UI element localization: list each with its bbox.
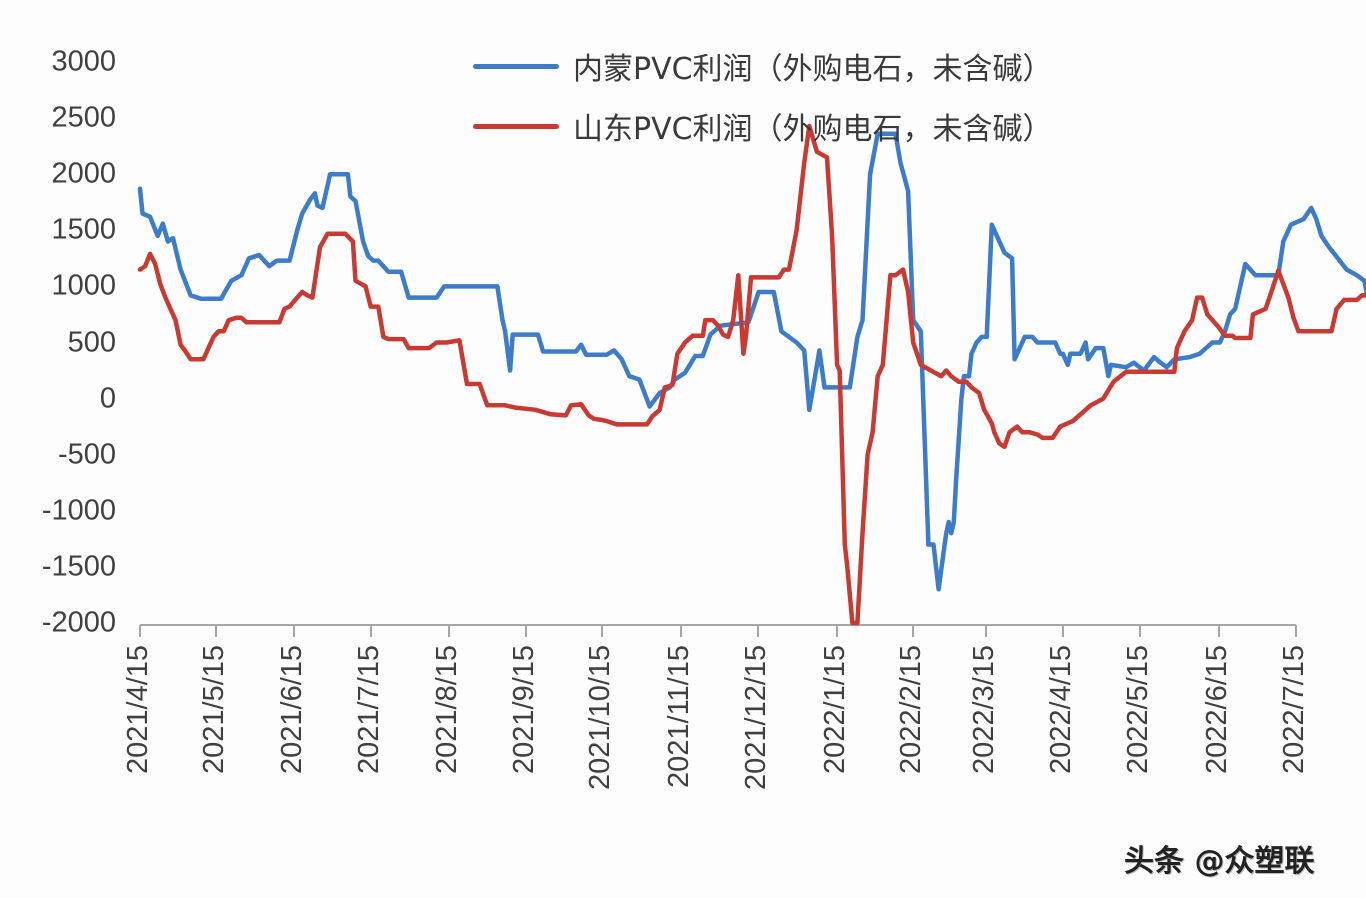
x-tick-label: 2022/1/15	[819, 645, 851, 775]
x-tick-label: 2021/6/15	[276, 645, 308, 775]
x-tick-label: 2022/3/15	[968, 645, 1000, 775]
y-tick-label: 1000	[51, 269, 116, 302]
legend-label: 山东PVC利润（外购电石，未含碱）	[573, 112, 1053, 147]
legend-swatch-blue	[473, 63, 559, 69]
y-tick-label: 2500	[51, 101, 116, 134]
y-tick-label: 3000	[51, 45, 116, 78]
x-tick-label: 2021/4/15	[122, 645, 154, 775]
x-tick-label: 2021/10/15	[584, 645, 616, 791]
series-lines	[137, 123, 1366, 626]
series-line-neimeng	[137, 131, 1366, 592]
x-tick-label: 2021/5/15	[198, 645, 230, 775]
x-tick-label: 2021/11/15	[663, 645, 695, 788]
legend-item-neimeng: 内蒙PVC利润（外购电石，未含碱）	[473, 44, 1053, 88]
y-tick-label: -1500	[41, 550, 116, 583]
x-tick-label: 2022/7/15	[1278, 645, 1310, 775]
x-tick-label: 2022/5/15	[1122, 645, 1154, 775]
x-tick-label: 2021/12/15	[740, 645, 772, 791]
x-axis-line	[139, 624, 1297, 637]
y-tick-label: 500	[67, 326, 116, 358]
x-tick-label: 2022/2/15	[895, 645, 927, 775]
x-tick-label: 2021/8/15	[431, 645, 463, 775]
legend-swatch-red	[473, 123, 559, 129]
y-tick-label: 2000	[51, 157, 116, 190]
x-tick-label: 2022/6/15	[1201, 645, 1233, 775]
x-tick-label: 2021/9/15	[508, 645, 540, 775]
watermark: 头条 @众塑联	[1124, 844, 1315, 879]
x-tick-label: 2022/4/15	[1045, 645, 1077, 775]
y-tick-label: 0	[99, 382, 116, 415]
series-line-shandong	[137, 123, 1366, 626]
y-tick-label: -1000	[41, 494, 116, 527]
y-tick-label: -2000	[41, 606, 116, 639]
y-tick-label: 1500	[51, 213, 116, 246]
legend-item-shandong: 山东PVC利润（外购电石，未含碱）	[473, 104, 1053, 148]
y-tick-label: -500	[57, 438, 116, 471]
x-tick-label: 2021/7/15	[353, 645, 385, 775]
legend-label: 内蒙PVC利润（外购电石，未含碱）	[573, 52, 1053, 87]
